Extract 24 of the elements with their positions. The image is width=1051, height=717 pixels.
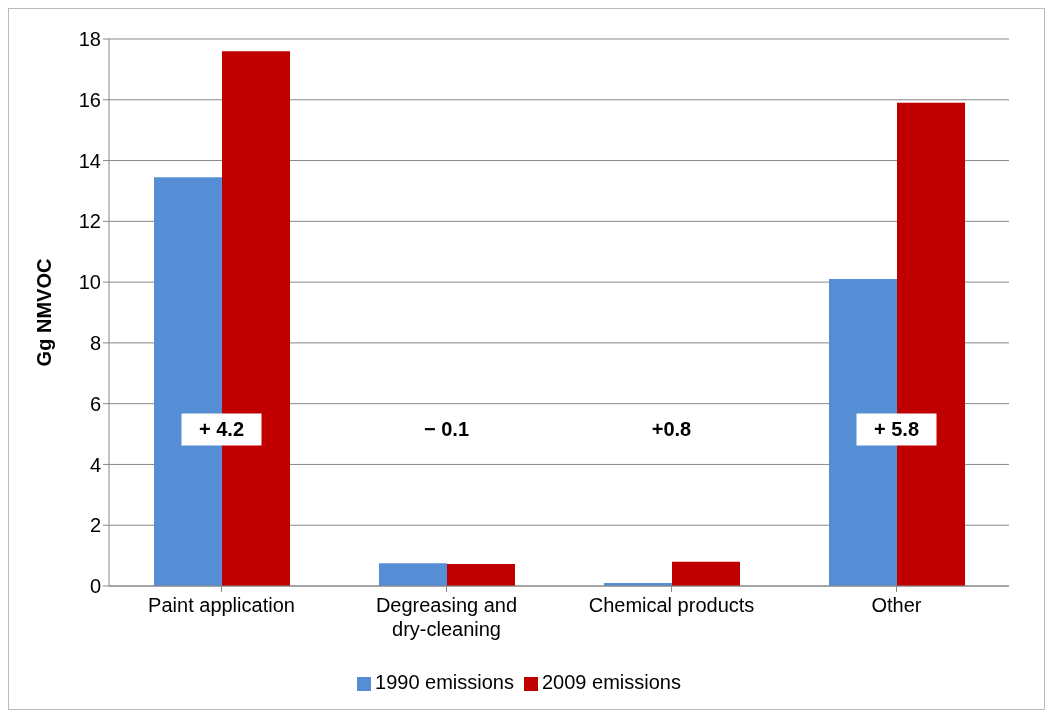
x-tick-label: Chemical products xyxy=(588,594,755,616)
bar xyxy=(447,564,515,586)
annotation: +0.8 xyxy=(651,418,692,441)
y-tick-label: 16 xyxy=(78,88,101,111)
y-tick-label: 4 xyxy=(89,453,101,476)
legend-label: 1990 emissions xyxy=(375,671,514,693)
y-tick-label: 14 xyxy=(78,149,101,172)
y-tick-label: 0 xyxy=(89,575,101,598)
y-tick-label: 8 xyxy=(89,331,101,354)
x-tick-label: Degreasing and dry-cleaning xyxy=(375,594,518,640)
y-axis-title: Gg NMVOC xyxy=(33,258,56,367)
annotation: + 5.8 xyxy=(873,418,920,441)
x-tick-label: Other xyxy=(871,594,922,616)
y-tick-label: 6 xyxy=(89,392,101,415)
bar xyxy=(672,561,740,586)
y-tick-label: 12 xyxy=(78,210,101,233)
annotation: − 0.1 xyxy=(423,418,470,441)
legend-label: 2009 emissions xyxy=(542,671,681,693)
bar xyxy=(379,563,447,586)
y-tick-label: 10 xyxy=(78,271,101,294)
annotation: + 4.2 xyxy=(198,418,245,441)
x-tick-label: Paint application xyxy=(148,594,295,616)
y-tick-label: 2 xyxy=(89,514,101,537)
y-tick-label: 18 xyxy=(78,28,101,51)
